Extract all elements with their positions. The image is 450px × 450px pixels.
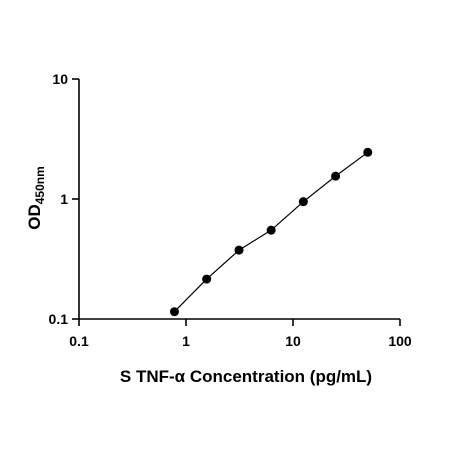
plot-axes — [78, 79, 400, 320]
data-points — [169, 147, 373, 317]
y-tick-label: 1 — [60, 191, 68, 207]
y-axis-ticks: 0.1 1 10 — [49, 71, 79, 327]
y-axis-title-subscript: 450nm — [33, 166, 47, 204]
data-point — [169, 307, 179, 317]
data-point — [266, 225, 276, 235]
data-point — [202, 274, 212, 284]
data-point — [331, 171, 341, 181]
x-axis-title: S TNF-α Concentration (pg/mL) — [120, 367, 372, 386]
y-axis-title: OD450nm — [25, 166, 47, 230]
x-tick-label: 100 — [388, 333, 412, 349]
y-tick-label: 0.1 — [49, 311, 69, 327]
data-point — [363, 147, 373, 157]
data-point — [298, 197, 308, 207]
y-axis-title-main: OD — [25, 204, 44, 230]
x-axis-ticks: 0.1 1 10 100 — [69, 319, 412, 349]
x-tick-label: 10 — [285, 333, 301, 349]
data-point — [234, 245, 244, 255]
x-tick-label: 1 — [182, 333, 190, 349]
x-tick-label: 0.1 — [69, 333, 89, 349]
y-tick-label: 10 — [52, 71, 68, 87]
